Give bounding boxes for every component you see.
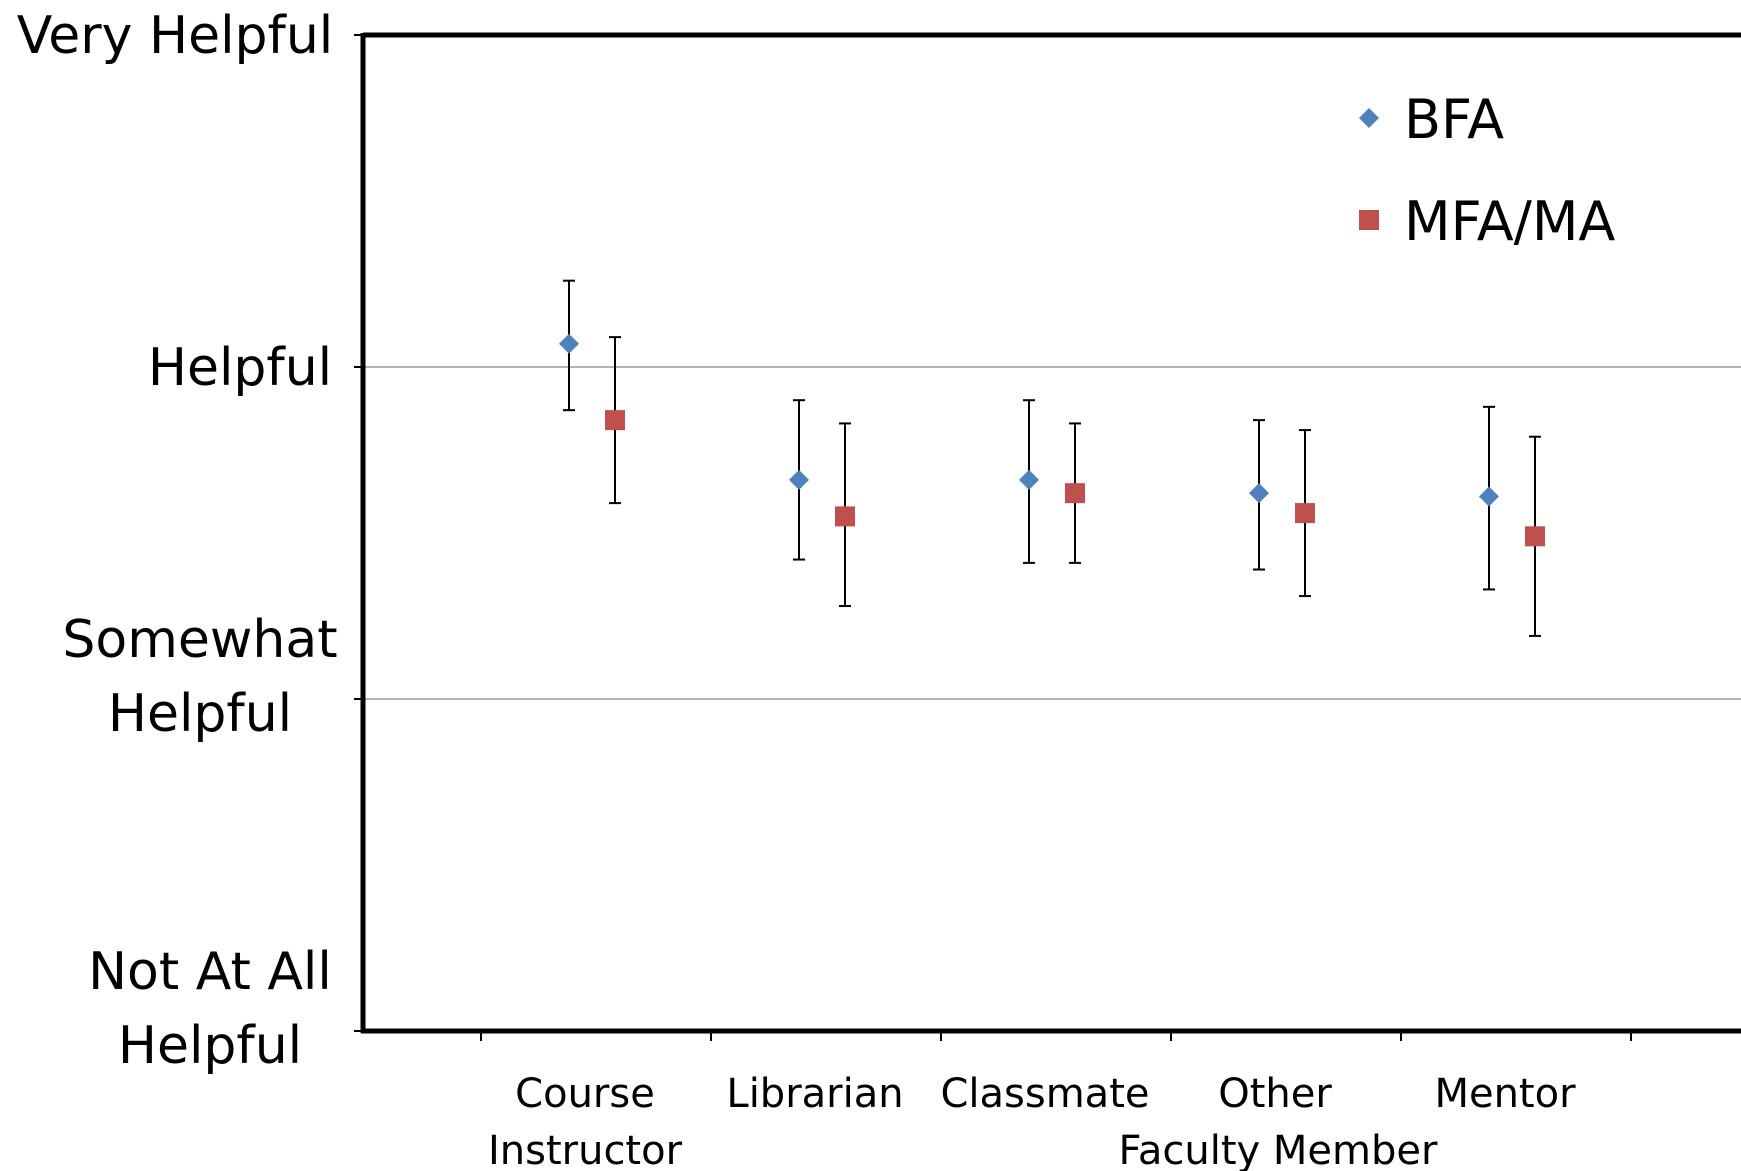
- x-tick-label: Mentor: [1434, 1071, 1576, 1117]
- y-tick-label: Very Helpful: [17, 6, 333, 66]
- data-point-diamond: [1479, 486, 1499, 507]
- x-axis-tick-labels: Course Instructor Librarian Classmate Other F…: [488, 1071, 1576, 1171]
- legend-marker-square: [1359, 210, 1379, 230]
- data-point-diamond: [559, 333, 579, 354]
- gridlines: [363, 366, 1741, 700]
- series-1: [605, 336, 1545, 637]
- y-tick-label: Helpful: [148, 338, 332, 398]
- data-point-square: [1065, 483, 1085, 504]
- legend-marker-diamond: [1359, 108, 1379, 128]
- x-tick-label: Faculty Member: [1119, 1128, 1438, 1171]
- legend-label: BFA: [1404, 88, 1504, 151]
- y-tick-label: Helpful: [118, 1016, 302, 1076]
- x-tick-label: Librarian: [726, 1071, 903, 1117]
- data-point-diamond: [789, 469, 809, 490]
- x-tick-label: Classmate: [940, 1071, 1149, 1117]
- data-point-diamond: [1019, 469, 1039, 490]
- y-tick-label: Helpful: [108, 684, 292, 744]
- axes: [354, 32, 1741, 1041]
- data-point-square: [835, 506, 855, 527]
- y-tick-label: Somewhat: [62, 610, 337, 670]
- data-point-square: [1295, 503, 1315, 524]
- x-tick-label: Other: [1218, 1071, 1332, 1117]
- series-0: [559, 279, 1499, 591]
- x-tick-label: Course: [515, 1071, 655, 1117]
- data-series: [559, 279, 1545, 637]
- data-point-square: [605, 410, 625, 431]
- data-point-diamond: [1249, 483, 1269, 504]
- x-tick-label: Instructor: [488, 1128, 683, 1171]
- y-axis-tick-labels: Not At All Helpful Somewhat Helpful Helpful V…: [17, 6, 338, 1076]
- y-tick-label: Not At All: [88, 942, 332, 1002]
- legend-label: MFA/MA: [1404, 190, 1615, 253]
- legend: BFA MFA/MA: [1359, 88, 1615, 253]
- data-point-square: [1525, 526, 1545, 547]
